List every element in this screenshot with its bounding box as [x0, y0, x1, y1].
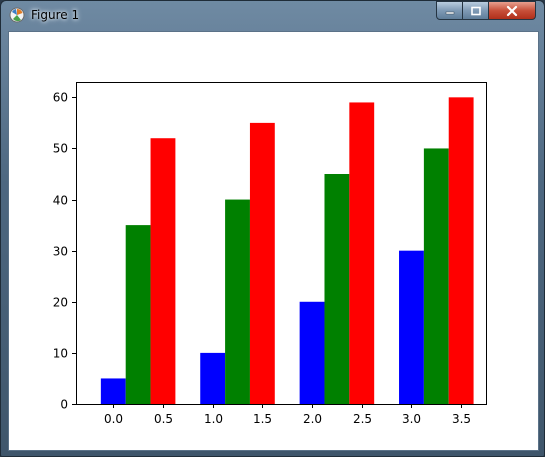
y-tick-label: 50 — [53, 142, 68, 156]
minimize-button[interactable] — [436, 1, 463, 20]
close-icon — [506, 5, 518, 16]
x-tick-label: 3.5 — [452, 412, 471, 426]
bar-chart: 0.0 0.5 1.0 1.5 2.0 2.5 3.0 3.5 0 10 20 30 40 50 60 — [53, 82, 487, 426]
bar-series3-0 — [150, 138, 176, 404]
bar-series1-0 — [100, 378, 126, 404]
bar-series2-1 — [225, 199, 250, 404]
bar-series3-2 — [349, 102, 375, 404]
x-tick-label: 2.5 — [353, 412, 372, 426]
title-bar[interactable]: Figure 1 — [1, 1, 544, 29]
bar-series2-2 — [324, 174, 350, 404]
x-tick-label: 2.0 — [303, 412, 322, 426]
close-button[interactable] — [488, 1, 536, 20]
y-tick-label: 30 — [53, 245, 68, 259]
x-axis: 0.0 0.5 1.0 1.5 2.0 2.5 3.0 3.5 — [104, 404, 471, 426]
minimize-icon — [445, 11, 454, 14]
bar-series1-3 — [399, 250, 424, 404]
y-tick-label: 10 — [53, 347, 68, 361]
bar-series3-3 — [448, 97, 474, 404]
y-tick-label: 40 — [53, 194, 68, 208]
x-tick-label: 1.0 — [204, 412, 223, 426]
axes-frame — [76, 82, 487, 405]
figure-canvas: 0.0 0.5 1.0 1.5 2.0 2.5 3.0 3.5 0 10 20 30 40 50 60 — [8, 31, 539, 451]
figure-app-icon — [9, 7, 25, 23]
x-tick-label: 0.0 — [104, 412, 123, 426]
y-axis: 0 10 20 30 40 50 60 — [53, 91, 76, 412]
x-tick-label: 3.0 — [402, 412, 421, 426]
bar-series1-2 — [299, 301, 325, 404]
bar-series1-1 — [200, 352, 226, 404]
maximize-icon — [470, 6, 481, 15]
y-tick-label: 0 — [60, 398, 68, 412]
y-tick-label: 20 — [53, 296, 68, 310]
window-title: Figure 1 — [31, 8, 80, 22]
bar-series2-3 — [423, 148, 449, 404]
y-tick-label: 60 — [53, 91, 68, 105]
x-tick-label: 1.5 — [253, 412, 272, 426]
bars-layer — [100, 97, 474, 404]
bar-series3-1 — [249, 122, 275, 404]
x-tick-label: 0.5 — [154, 412, 173, 426]
maximize-button[interactable] — [462, 1, 489, 20]
bar-series2-0 — [125, 225, 151, 404]
